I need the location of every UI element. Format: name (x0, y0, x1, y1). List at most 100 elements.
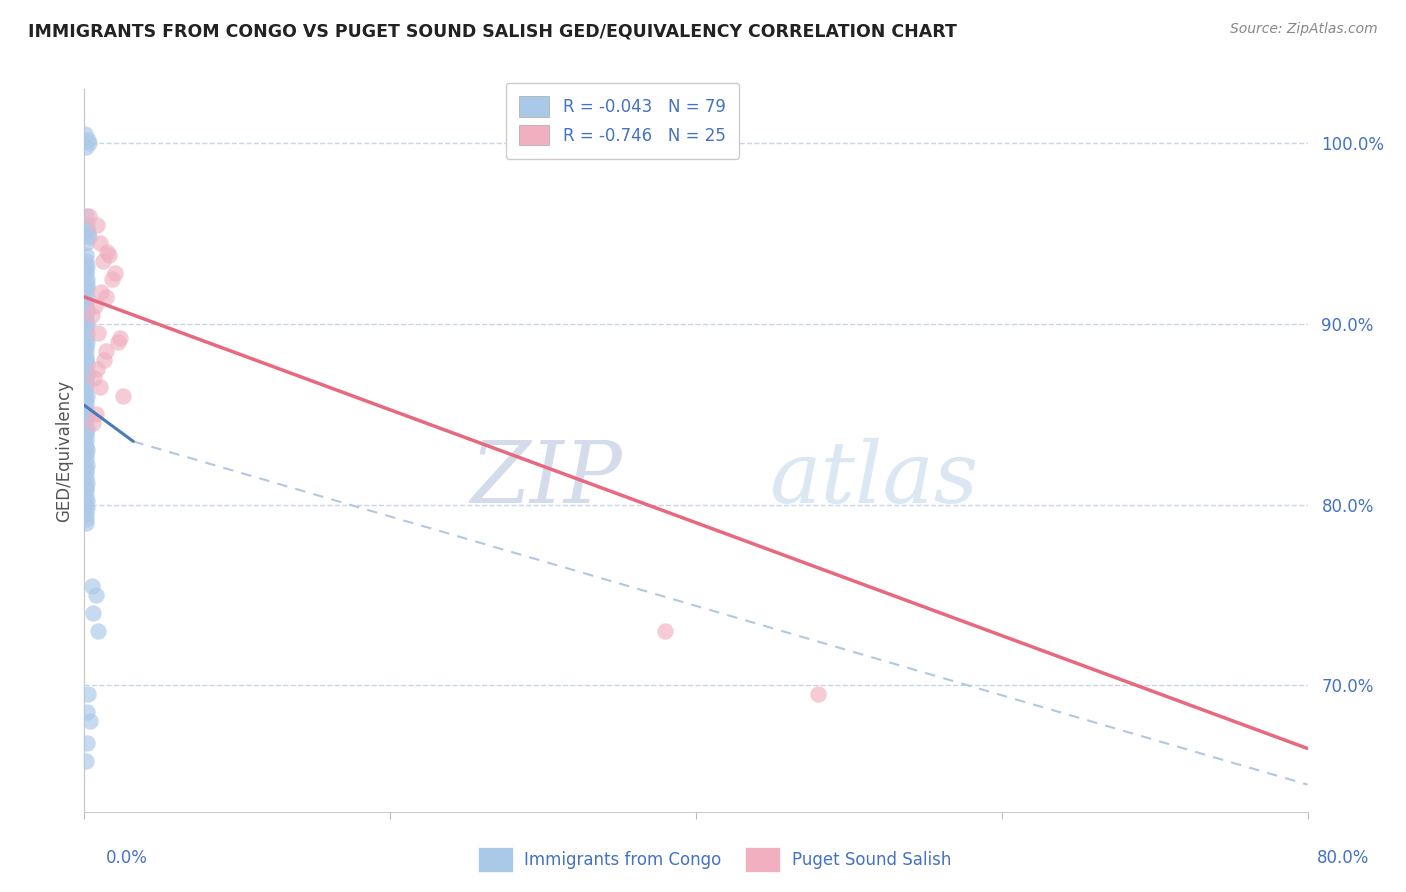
Point (76, 501, 98, 516)
Text: Source: ZipAtlas.com: Source: ZipAtlas.com (1230, 22, 1378, 37)
Point (77, 209, 100, 223)
Point (75, 498, 97, 512)
Point (76, 475, 98, 490)
Point (96, 244, 118, 259)
Point (82, 417, 104, 431)
Point (75, 308, 97, 322)
Point (75, 313, 97, 327)
Point (75, 350, 97, 364)
Point (75, 434, 97, 449)
Point (80, 308, 103, 322)
Point (77, 230, 100, 244)
Point (76, 368, 98, 382)
Point (76, 494, 98, 508)
Y-axis label: GED/Equivalency: GED/Equivalency (55, 379, 73, 522)
Point (654, 624, 676, 639)
Point (75, 380, 97, 394)
Point (90, 285, 112, 299)
Point (87, 624, 110, 639)
Point (84, 299, 107, 313)
Point (75, 754, 97, 768)
Point (87, 326, 110, 340)
Point (75, 235, 97, 250)
Point (75, 285, 97, 299)
Text: 80.0%: 80.0% (1316, 849, 1369, 867)
Point (93, 353, 115, 368)
Point (79, 714, 101, 729)
Point (76, 227, 98, 241)
Point (76, 422, 98, 436)
Point (89, 380, 111, 394)
Point (104, 267, 127, 281)
Point (75, 516, 97, 530)
Point (75, 339, 97, 353)
Point (84, 407, 107, 422)
Text: ZIP: ZIP (471, 438, 623, 521)
Point (75, 371, 97, 385)
Text: Puget Sound Salish: Puget Sound Salish (792, 851, 950, 869)
Point (82, 606, 104, 620)
Point (76, 736, 98, 750)
Point (75, 295, 97, 310)
Text: atlas: atlas (769, 438, 979, 521)
Point (76, 443, 98, 458)
Point (76, 389, 98, 403)
Point (75, 267, 97, 281)
Point (76, 326, 98, 340)
Point (107, 335, 129, 350)
Point (75, 507, 97, 521)
Point (75, 375, 97, 389)
Point (76, 277, 98, 292)
Point (807, 687, 830, 701)
Point (76, 272, 98, 286)
Point (75, 362, 97, 376)
Text: Immigrants from Congo: Immigrants from Congo (524, 851, 721, 869)
Point (76, 223, 98, 237)
Point (75, 403, 97, 417)
Point (75, 128, 97, 142)
Point (75, 299, 97, 313)
Point (89, 235, 111, 250)
Point (84, 588, 107, 602)
Point (75, 320, 97, 334)
Point (75, 344, 97, 359)
Point (86, 218, 108, 232)
Point (75, 417, 97, 431)
Point (101, 272, 124, 286)
Point (75, 263, 97, 277)
Point (91, 253, 114, 268)
Point (76, 302, 98, 317)
Point (94, 290, 117, 304)
Text: IMMIGRANTS FROM CONGO VS PUGET SOUND SALISH GED/EQUIVALENCY CORRELATION CHART: IMMIGRANTS FROM CONGO VS PUGET SOUND SAL… (28, 22, 957, 40)
Point (75, 447, 97, 461)
Point (75, 429, 97, 443)
Point (75, 253, 97, 268)
Point (94, 344, 117, 359)
Legend: R = -0.043   N = 79, R = -0.746   N = 25: R = -0.043 N = 79, R = -0.746 N = 25 (506, 83, 740, 159)
Point (76, 281, 98, 295)
Point (108, 331, 131, 345)
Point (76, 335, 98, 350)
Text: 0.0%: 0.0% (105, 849, 148, 867)
Point (76, 290, 98, 304)
Point (76, 259, 98, 273)
Point (75, 452, 97, 467)
Point (80, 579, 103, 593)
Point (75, 425, 97, 440)
Point (75, 465, 97, 479)
Point (75, 470, 97, 484)
Point (75, 209, 97, 223)
Point (77, 133, 100, 147)
Point (76, 218, 98, 232)
Point (75, 512, 97, 526)
Point (75, 248, 97, 262)
Point (83, 371, 105, 385)
Point (75, 392, 97, 407)
Point (111, 389, 134, 403)
Point (76, 357, 98, 371)
Point (75, 440, 97, 454)
Point (77, 136, 100, 151)
Point (75, 411, 97, 425)
Point (75, 480, 97, 494)
Point (97, 248, 120, 262)
